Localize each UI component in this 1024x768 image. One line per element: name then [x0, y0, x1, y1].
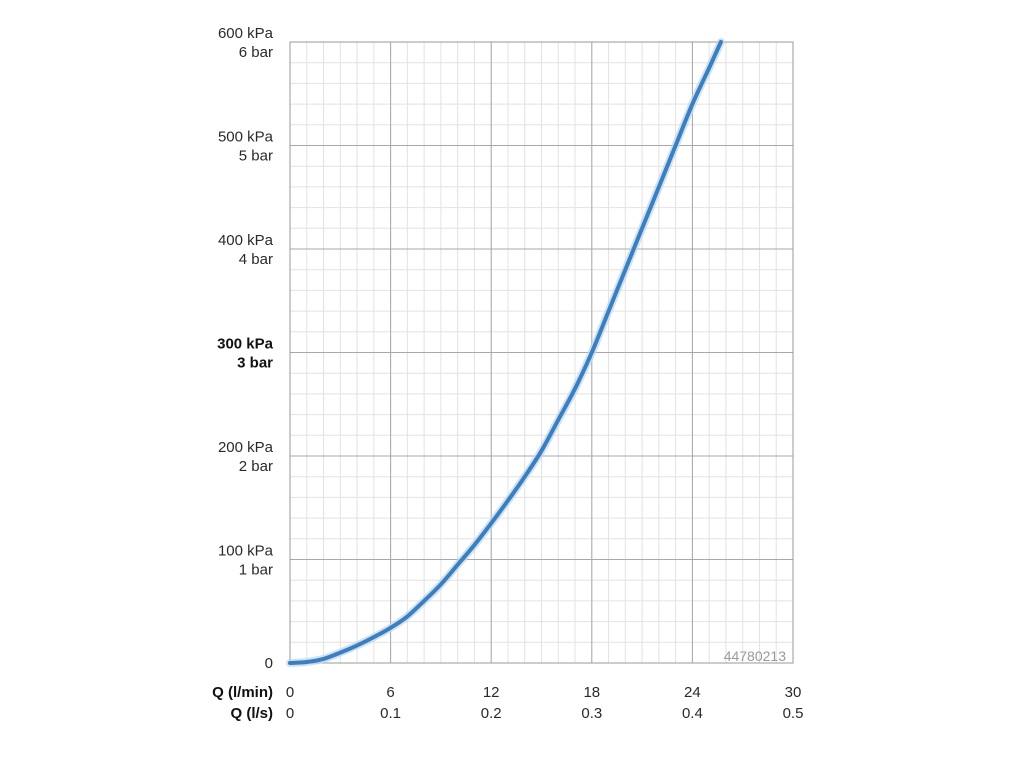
major-grid	[289, 41, 794, 664]
y-tick-label-kpa: 100 kPa	[218, 543, 274, 560]
y-tick-label-kpa: 400 kPa	[218, 232, 274, 249]
y-tick-label-bar: 3 bar	[237, 355, 273, 372]
x-tick-label-primary: 24	[684, 684, 701, 701]
y-tick-label-bar: 5 bar	[239, 148, 273, 165]
chart-annotation-code: 44780213	[724, 648, 787, 664]
x-tick-label-primary: 6	[386, 684, 394, 701]
x-axis-label-secondary: Q (l/s)	[230, 705, 273, 722]
y-tick-label-kpa: 200 kPa	[218, 439, 274, 456]
y-tick-label-bar: 2 bar	[239, 458, 273, 475]
x-tick-label-secondary: 0.4	[682, 705, 703, 722]
plot-frame	[289, 41, 794, 664]
x-axis-label-primary: Q (l/min)	[212, 684, 273, 701]
x-tick-label-secondary: 0.1	[380, 705, 401, 722]
x-tick-label-secondary: 0.2	[481, 705, 502, 722]
x-tick-label-secondary: 0.3	[581, 705, 602, 722]
x-axis-tick-labels: 0 0 6 0.1 12 0.2 18 0.3 24 0.4 30 0.5	[286, 684, 804, 722]
y-tick-label-bar: 1 bar	[239, 562, 273, 579]
y-axis-tick-labels: 0 100 kPa 1 bar 200 kPa 2 bar 300 kPa 3 bar 400…	[217, 25, 274, 672]
y-tick-label-bar: 4 bar	[239, 251, 273, 268]
x-tick-label-primary: 12	[483, 684, 500, 701]
x-tick-label-primary: 0	[286, 684, 294, 701]
series-layer	[286, 38, 725, 667]
y-tick-label-kpa: 0	[265, 655, 273, 672]
y-tick-label-kpa: 300 kPa	[217, 336, 274, 353]
x-tick-label-secondary: 0.5	[783, 705, 804, 722]
y-tick-label-bar: 6 bar	[239, 44, 273, 61]
x-tick-label-primary: 30	[785, 684, 802, 701]
y-tick-label-kpa: 500 kPa	[218, 129, 274, 146]
y-tick-label-kpa: 600 kPa	[218, 25, 274, 42]
x-tick-label-primary: 18	[583, 684, 600, 701]
series-line	[288, 40, 723, 665]
x-tick-label-secondary: 0	[286, 705, 294, 722]
